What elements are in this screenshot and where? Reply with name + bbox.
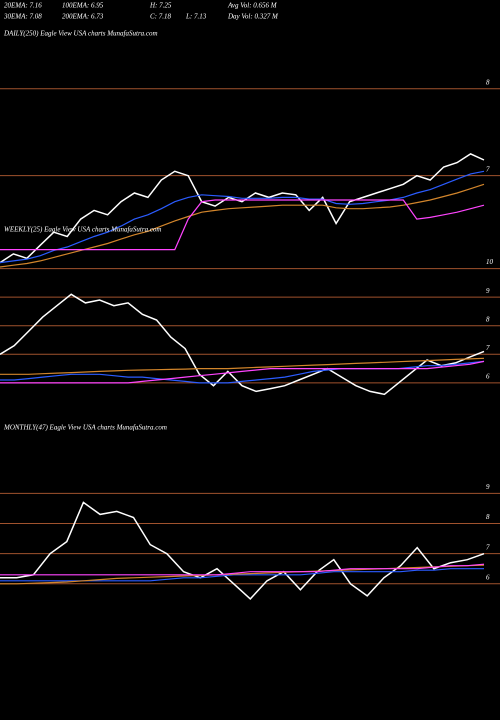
stat: H: 7.25 (149, 2, 172, 10)
series-line (0, 199, 485, 251)
series-line (0, 563, 485, 576)
y-tick-label: 9 (486, 287, 490, 295)
stat: 100EMA: 6.95 (62, 2, 104, 10)
panel-title: MONTHLY(47) Eagle View USA charts Munafa… (3, 424, 167, 432)
series-line (0, 170, 485, 264)
panel-title: DAILY(250) Eagle View USA charts MunafaS… (3, 30, 158, 38)
series-line (0, 501, 485, 600)
series-line (0, 293, 485, 396)
series-line (0, 564, 485, 585)
stat: Avg Vol: 0.656 M (227, 2, 278, 10)
y-tick-label: 8 (486, 513, 490, 521)
series-line (0, 183, 485, 268)
y-tick-label: 8 (486, 78, 490, 86)
y-tick-label: 8 (486, 315, 490, 323)
stat: L: 7.13 (185, 13, 207, 21)
y-tick-label: 7 (486, 543, 490, 551)
series-line (0, 360, 485, 384)
y-tick-label: 9 (486, 483, 490, 491)
stat: 200EMA: 6.73 (62, 13, 104, 21)
panel-title: WEEKLY(25) Eagle View USA charts MunafaS… (4, 226, 161, 234)
y-tick-label: 7 (486, 344, 490, 352)
series-line (0, 357, 485, 375)
series-line (0, 153, 485, 264)
stat: Day Vol: 0.327 M (227, 13, 279, 21)
y-tick-label: 7 (486, 165, 490, 173)
y-tick-label: 10 (486, 258, 494, 266)
y-tick-label: 6 (486, 573, 490, 581)
y-tick-label: 6 (486, 372, 490, 380)
stat: 20EMA: 7.16 (4, 2, 42, 10)
stat: 30EMA: 7.08 (3, 13, 42, 21)
stat: C: 7.18 (150, 13, 172, 21)
